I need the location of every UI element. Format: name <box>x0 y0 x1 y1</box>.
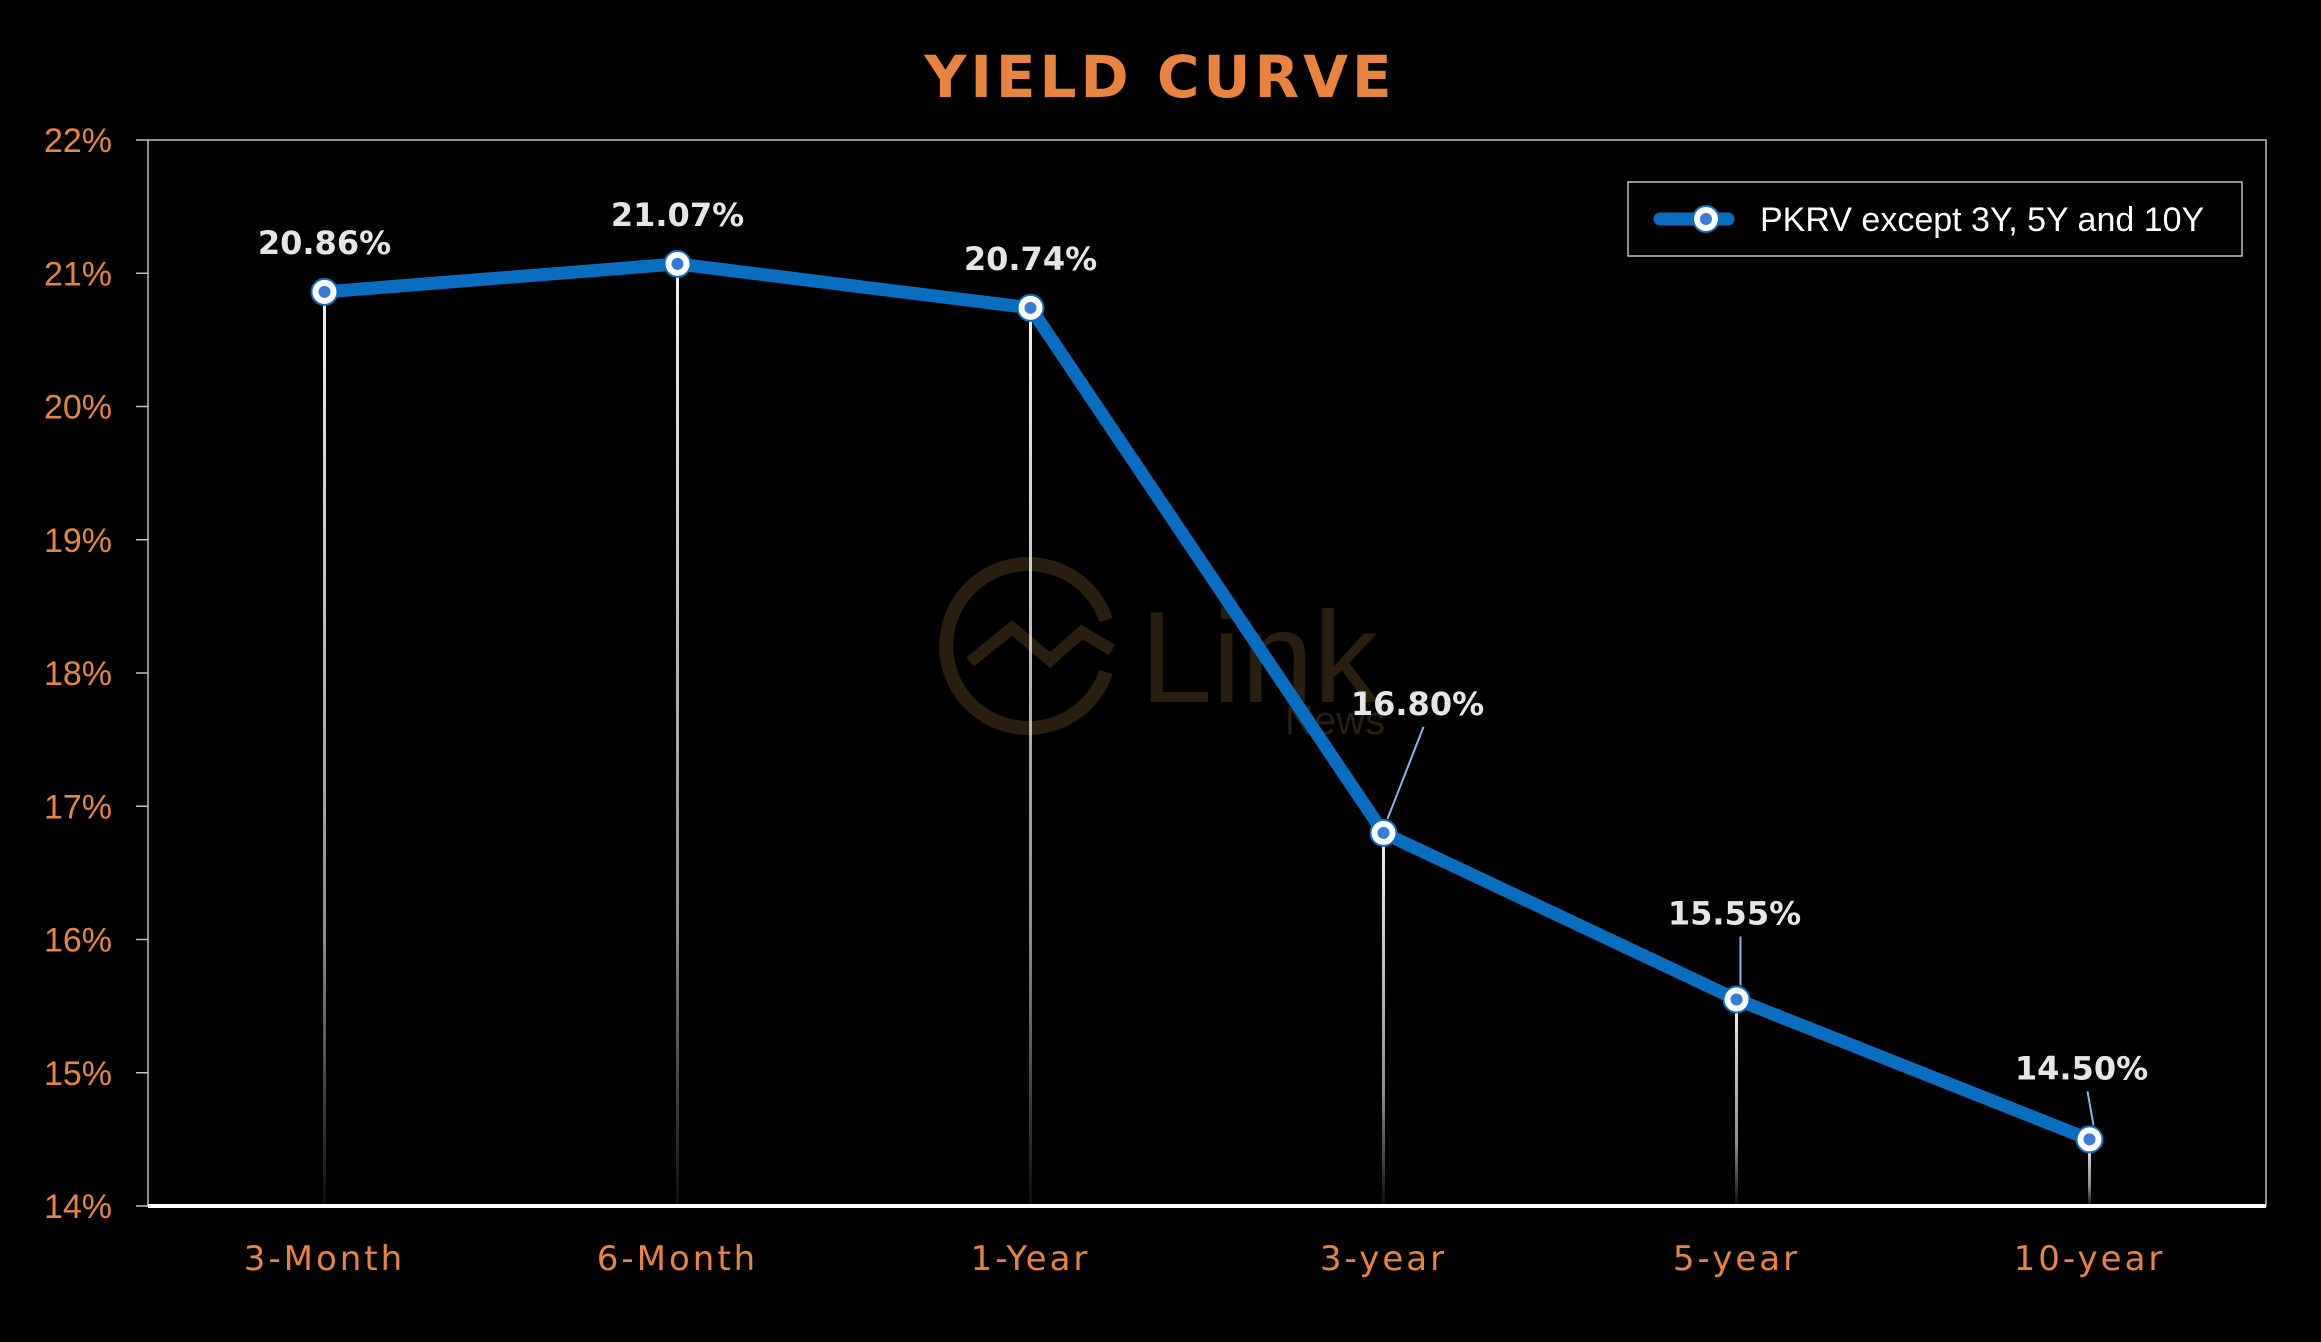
y-tick-label: 18% <box>44 655 112 693</box>
drop-line <box>323 291 326 1206</box>
series-line <box>318 257 2096 1146</box>
y-tick-label: 17% <box>44 788 112 826</box>
data-label: 15.55% <box>1668 894 1801 932</box>
data-point-center <box>671 257 684 270</box>
drop-line <box>676 263 679 1206</box>
drop-line <box>1735 999 1738 1206</box>
legend: PKRV except 3Y, 5Y and 10Y <box>1627 181 2243 257</box>
data-point <box>1369 818 1398 847</box>
x-tick-label: 5-year <box>1673 1239 1800 1279</box>
x-tick-label: 1-Year <box>971 1239 1091 1279</box>
data-point-center <box>1024 301 1037 314</box>
data-label-leader <box>2086 1091 2095 1126</box>
y-tick-label: 21% <box>44 255 112 293</box>
x-tick-label: 3-year <box>1320 1239 1447 1279</box>
drop-line <box>1029 307 1032 1206</box>
chart-title: YIELD CURVE <box>923 43 1395 111</box>
legend-label: PKRV except 3Y, 5Y and 10Y <box>1760 201 2204 239</box>
x-tick-label: 6-Month <box>597 1239 758 1279</box>
drop-line <box>2088 1139 2091 1206</box>
y-tick-label: 16% <box>44 922 112 960</box>
data-point-center <box>318 285 331 298</box>
data-label: 20.74% <box>964 240 1097 278</box>
data-label: 16.80% <box>1351 685 1484 723</box>
data-point <box>663 249 692 278</box>
data-point <box>1016 293 1045 322</box>
data-point-center <box>2083 1133 2096 1146</box>
data-label: 14.50% <box>2015 1049 2148 1087</box>
data-point-center <box>1730 993 1743 1006</box>
watermark-logo-icon <box>939 557 1113 735</box>
data-point <box>1722 985 1751 1014</box>
watermark-logo-mark <box>966 620 1116 668</box>
data-label: 21.07% <box>611 196 744 234</box>
plot-area: 14% 15% 16% 17% 18% 19% 20% 21% 22% 3-Month 6-Mont… <box>44 122 2267 1279</box>
x-tick-label: 3-Month <box>244 1239 405 1279</box>
x-tick-label: 10-year <box>2014 1239 2166 1279</box>
y-tick-label: 19% <box>44 522 112 560</box>
y-tick-label: 14% <box>44 1188 112 1226</box>
legend-marker-center <box>1700 213 1712 225</box>
y-tick-label: 15% <box>44 1055 112 1093</box>
watermark: Link News <box>939 557 1385 743</box>
data-point <box>2075 1125 2104 1154</box>
data-point <box>310 277 339 306</box>
drop-line <box>1382 832 1385 1206</box>
data-label: 20.86% <box>258 224 391 262</box>
data-point-center <box>1377 826 1390 839</box>
y-tick-label: 20% <box>44 389 112 427</box>
data-label-leader <box>1386 726 1425 820</box>
y-tick-label: 22% <box>44 122 112 160</box>
